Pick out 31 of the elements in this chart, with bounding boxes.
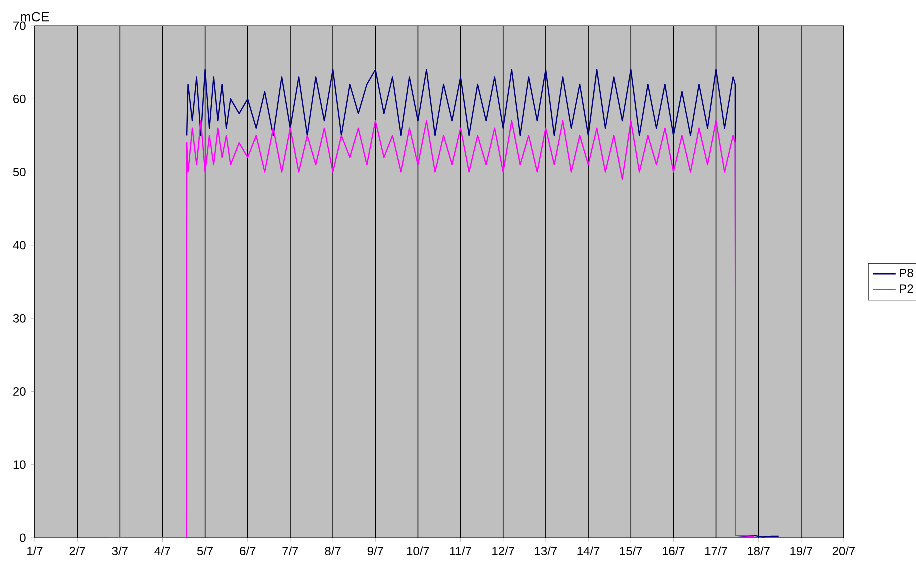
x-tick-label: 13/7 xyxy=(535,546,558,556)
y-tick-label: 40 xyxy=(13,241,26,250)
x-tick-label: 12/7 xyxy=(492,546,514,556)
y-tick-label: 20 xyxy=(14,387,26,396)
x-tick-label: 11/7 xyxy=(450,546,472,556)
y-axis-title: mCE xyxy=(21,12,50,22)
y-tick-label: 60 xyxy=(14,94,26,104)
y-tick-label: 10 xyxy=(14,460,26,470)
x-tick-label: 6/7 xyxy=(240,546,256,556)
x-tick-label: 10/7 xyxy=(407,546,430,556)
x-tick-label: 7/7 xyxy=(282,546,298,556)
legend-label: P8 xyxy=(900,268,914,278)
y-tick-label: 70 xyxy=(14,22,26,30)
y-tick-label: 50 xyxy=(13,168,26,177)
x-tick-label: 20/7 xyxy=(832,546,856,556)
x-tick-label: 16/7 xyxy=(662,546,685,556)
x-tick-label: 3/7 xyxy=(112,546,128,556)
x-tick-label: 14/7 xyxy=(578,546,600,556)
x-tick-label: 9/7 xyxy=(368,546,384,556)
x-tick-label: 5/7 xyxy=(197,546,214,556)
y-tick-label: 30 xyxy=(13,314,26,323)
legend-label: P2 xyxy=(900,284,914,294)
x-tick-label: 8/7 xyxy=(325,546,341,556)
x-tick-label: 15/7 xyxy=(620,546,642,556)
y-tick-label: 0 xyxy=(20,534,26,542)
x-tick-label: 18/7 xyxy=(748,546,770,556)
x-tick-label: 1/7 xyxy=(28,546,43,556)
x-tick-label: 19/7 xyxy=(790,546,812,556)
x-tick-label: 2/7 xyxy=(70,546,86,556)
x-tick-label: 17/7 xyxy=(706,546,728,556)
x-tick-label: 4/7 xyxy=(154,546,170,556)
